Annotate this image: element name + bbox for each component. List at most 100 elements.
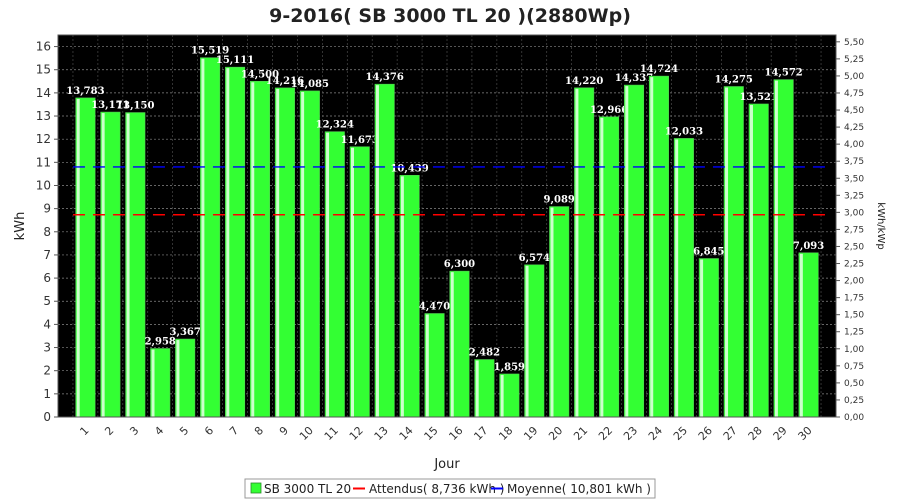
bar-highlight	[774, 80, 778, 418]
legend-item-label: Moyenne( 10,801 kWh )	[507, 482, 651, 496]
bar	[325, 131, 345, 417]
bar-value-label: 9,089	[544, 195, 575, 206]
x-tick-label: 27	[721, 424, 740, 443]
y-tick-label: 16	[36, 40, 51, 54]
x-tick-label: 29	[771, 424, 790, 443]
x-tick-label: 4	[152, 424, 166, 438]
bar-value-label: 6,574	[519, 253, 550, 264]
y-axis-label: kWh	[13, 212, 28, 241]
x-tick-label: 7	[227, 424, 241, 438]
bar-value-label: 3,367	[170, 327, 201, 338]
y-right-axis-label: kWh/kWp	[875, 202, 886, 249]
bar-highlight	[749, 104, 753, 418]
bar-highlight	[126, 113, 130, 417]
bar-value-label: 14,500	[241, 69, 279, 80]
y-right-tick-label: 0,75	[844, 362, 864, 372]
bar	[250, 81, 270, 417]
bar-value-label: 12,966	[590, 105, 628, 116]
y-tick-label: 15	[36, 63, 51, 77]
bar-value-label: 14,724	[640, 64, 678, 75]
bar	[798, 252, 819, 417]
bar-highlight	[425, 314, 429, 417]
bar-highlight	[76, 98, 80, 418]
bar-highlight	[625, 86, 629, 418]
legend-item-label: Attendus( 8,736 kWh )	[369, 482, 504, 496]
x-tick-label: 14	[397, 424, 416, 443]
y-right-tick-label: 3,25	[844, 191, 864, 201]
bar	[624, 85, 644, 418]
bar	[699, 258, 719, 417]
x-tick-label: 24	[646, 424, 665, 443]
bar	[599, 116, 619, 418]
x-tick-label: 18	[496, 424, 515, 443]
y-right-tick-label: 1,00	[844, 345, 864, 355]
bar	[773, 79, 794, 418]
bar-value-label: 14,216	[266, 76, 304, 87]
y-right-tick-label: 4,75	[844, 89, 864, 99]
chart-title: 9-2016( SB 3000 TL 20 )(2880Wp)	[269, 5, 631, 27]
bar-value-label: 14,275	[715, 75, 753, 86]
bar-highlight	[201, 58, 205, 417]
bar	[200, 57, 220, 417]
bar-highlight	[176, 340, 180, 417]
y-right-tick-label: 0,50	[844, 379, 864, 389]
bar-highlight	[650, 77, 654, 417]
bar	[748, 103, 769, 418]
x-tick-label: 20	[546, 424, 565, 443]
bar-value-label: 14,337	[615, 73, 653, 84]
bar	[125, 112, 146, 417]
bar-value-label: 10,439	[390, 163, 428, 174]
bar-highlight	[575, 88, 579, 417]
bar-value-label: 4,470	[419, 302, 450, 313]
bar	[499, 373, 520, 417]
y-tick-label: 7	[43, 248, 51, 262]
bar	[225, 67, 245, 417]
y-right-tick-label: 3,50	[844, 174, 864, 184]
y-tick-label: 2	[43, 364, 51, 378]
bar-value-label: 14,376	[366, 72, 404, 83]
bar-highlight	[375, 85, 379, 417]
bar	[574, 87, 594, 417]
bar-highlight	[350, 147, 354, 417]
bar	[524, 264, 545, 417]
y-right-tick-label: 1,50	[844, 311, 864, 321]
x-tick-label: 21	[571, 424, 590, 443]
y-tick-label: 4	[43, 317, 51, 331]
y-tick-label: 3	[43, 341, 51, 355]
y-tick-label: 11	[36, 155, 51, 169]
legend-item-label: SB 3000 TL 20	[264, 482, 351, 496]
x-tick-label: 9	[277, 424, 291, 438]
y-right-tick-label: 2,75	[844, 225, 864, 235]
y-right-tick-label: 3,75	[844, 157, 864, 167]
bar-value-label: 13,521	[740, 92, 778, 103]
bar-highlight	[276, 88, 280, 418]
bar-highlight	[799, 253, 803, 417]
y-tick-label: 5	[43, 294, 51, 308]
y-tick-label: 0	[43, 410, 51, 424]
bar-value-label: 11,673	[341, 135, 379, 146]
x-tick-label: 28	[746, 424, 765, 443]
bar-value-label: 13,150	[116, 101, 154, 112]
bar-highlight	[700, 259, 704, 417]
x-tick-label: 10	[297, 424, 316, 443]
bar	[150, 348, 170, 417]
bar	[424, 313, 445, 417]
y-right-tick-label: 5,50	[844, 38, 864, 48]
y-tick-label: 8	[43, 225, 51, 239]
bar	[75, 97, 96, 418]
bar-value-label: 14,085	[291, 79, 329, 90]
x-tick-label: 3	[127, 424, 141, 438]
x-tick-label: 13	[372, 424, 391, 443]
y-right-tick-label: 5,25	[844, 55, 864, 65]
y-right-tick-label: 2,50	[844, 242, 864, 252]
bar-highlight	[475, 360, 479, 417]
x-tick-label: 12	[347, 424, 366, 443]
bar	[549, 206, 569, 417]
bar-highlight	[151, 349, 155, 417]
bar-value-label: 12,033	[665, 126, 703, 137]
bar	[300, 90, 320, 417]
bar-highlight	[675, 139, 679, 417]
bar-highlight	[450, 272, 454, 417]
